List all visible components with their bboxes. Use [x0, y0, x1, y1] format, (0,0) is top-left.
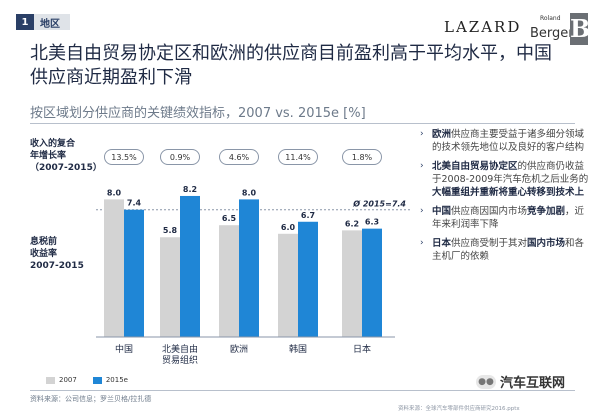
- watermark-text: 汽车互联网: [500, 376, 566, 391]
- bullet-text-segment: 日本: [432, 238, 452, 249]
- legend-item-2015e: 2015e: [92, 376, 128, 384]
- average-label: Ø 2015=7.4: [352, 199, 406, 209]
- bar-value-label: 5.8: [163, 226, 178, 235]
- headline-line-1: 北美自由贸易协定区和欧洲的供应商目前盈利高于平均水平，中国: [30, 43, 552, 64]
- bullet-text-segment: 竞争加剧: [527, 206, 566, 217]
- bullet-text-segment: 的供应商仍收益于2008-2009年汽车危机之后业务的: [432, 161, 589, 185]
- roland-text: Roland: [540, 15, 561, 22]
- bar-value-label: 6.5: [222, 214, 237, 223]
- wechat-icon: ●●: [476, 374, 496, 389]
- bar-2015e-4: [362, 228, 382, 337]
- roland-berger-logo: Roland Berger B: [528, 13, 590, 45]
- bar-2007-2: [219, 225, 239, 337]
- category-label: 韩国: [289, 343, 307, 355]
- section-tag: 1 地区: [16, 14, 70, 30]
- bar-2015e-2: [239, 199, 259, 337]
- bullet-text-segment: 大幅重组并重新将重心转移到技术上: [432, 187, 585, 198]
- legend-label-2015e: 2015e: [105, 376, 128, 384]
- chevron-right-icon: ›: [420, 129, 424, 139]
- bullet-text-segment: 和各主机厂的依赖: [432, 238, 585, 262]
- top-rule: [30, 123, 575, 124]
- bullet-text-segment: ，近年来利润率下降: [432, 206, 585, 230]
- chevron-right-icon: ›: [420, 206, 424, 216]
- bar-2007-0: [104, 199, 124, 337]
- bullet-text-segment: 供应商主要受益于诸多细分领域的技术领先地位以及良好的客户结构: [432, 129, 585, 153]
- bullet-text-segment: 欧洲: [432, 129, 452, 140]
- bar-value-label: 8.0: [107, 188, 122, 197]
- bar-value-label: 8.0: [242, 188, 257, 197]
- legend-item-2007: 2007: [46, 376, 77, 384]
- lazard-logo: LAZARD: [444, 18, 522, 36]
- growth-rate-pill: 1.8%: [342, 149, 382, 165]
- berger-text: Berger: [530, 26, 574, 41]
- growth-rate-pill: 4.6%: [219, 149, 259, 165]
- legend: 2007 2015e: [46, 376, 144, 384]
- section-label: 地区: [40, 18, 60, 30]
- category-label: 中国: [115, 343, 133, 355]
- bar-value-label: 6.3: [365, 218, 379, 227]
- bar-2007-1: [160, 237, 180, 337]
- bar-value-label: 6.7: [301, 211, 315, 220]
- commentary-bullets: › 欧洲供应商主要受益于诸多细分领域的技术领先地位以及良好的客户结构 › 北美自由贸易…: [420, 128, 592, 269]
- category-label: 北美自由: [162, 343, 198, 355]
- ebit-label-line-1: 息税前: [30, 237, 58, 247]
- bullet-text-segment: 供应商因国内市场: [451, 206, 528, 217]
- berger-mark-icon: B: [570, 13, 591, 45]
- ebit-margin-label: 息税前 收益率 2007-2015: [30, 236, 84, 272]
- bar-2015e-0: [124, 209, 144, 337]
- bar-2007-3: [278, 233, 298, 337]
- bullet-item: › 欧洲供应商主要受益于诸多细分领域的技术领先地位以及良好的客户结构: [420, 128, 592, 154]
- bar-value-label: 7.4: [127, 199, 142, 208]
- source-footnote: 资料来源：公司信息；罗兰贝格/拉扎德: [30, 395, 152, 403]
- bullet-item: › 北美自由贸易协定区的供应商仍收益于2008-2009年汽车危机之后业务的大幅重…: [420, 160, 592, 199]
- ebit-label-line-2: 收益率: [30, 249, 58, 259]
- chevron-right-icon: ›: [420, 161, 424, 171]
- subtitle: 按区域划分供应商的关键绩效指标，2007 vs. 2015e [%]: [30, 106, 366, 121]
- growth-rate-pill: 13.5%: [104, 149, 144, 165]
- bullet-item: › 日本供应商受制于其对国内市场和各主机厂的依赖: [420, 237, 592, 263]
- bar-2007-4: [342, 230, 362, 337]
- legend-swatch-2007: [46, 376, 55, 384]
- bullet-text-segment: 供应商受制于其对: [451, 238, 528, 249]
- bullet-item: › 中国供应商因国内市场竞争加剧，近年来利润率下降: [420, 205, 592, 231]
- growth-label-line-3: （2007-2015）: [30, 163, 102, 173]
- page-footer: 资料来源：全球汽车零部件供应商研究2016.pptx: [398, 406, 520, 412]
- legend-swatch-2015e: [92, 376, 102, 384]
- bar-value-label: 8.2: [183, 185, 197, 194]
- bar-value-label: 6.2: [345, 219, 359, 228]
- headline: 北美自由贸易协定区和欧洲的供应商目前盈利高于平均水平，中国 供应商近期盈利下滑: [30, 42, 570, 90]
- growth-rate-pill: 0.9%: [160, 149, 200, 165]
- growth-rate-pill: 11.4%: [278, 149, 318, 165]
- category-label: 欧洲: [230, 343, 248, 355]
- growth-rate-label: 收入的复合 年增长率 （2007-2015）: [30, 138, 102, 174]
- section-number: 1: [16, 14, 34, 30]
- growth-label-line-1: 收入的复合: [30, 139, 76, 149]
- watermark: ●● 汽车互联网: [476, 372, 565, 391]
- chevron-right-icon: ›: [420, 238, 424, 248]
- growth-label-line-2: 年增长率: [30, 151, 67, 161]
- bullet-text-segment: 国内市场: [527, 238, 566, 249]
- category-label: 日本: [353, 343, 371, 355]
- bullet-text-segment: 中国: [432, 206, 452, 217]
- bar-value-label: 6.0: [281, 223, 296, 232]
- footer-rule: [30, 390, 575, 391]
- headline-line-2: 供应商近期盈利下滑: [30, 67, 192, 88]
- category-label: 贸易组织: [162, 354, 198, 366]
- bullet-text-segment: 北美自由贸易协定区: [432, 161, 518, 172]
- legend-label-2007: 2007: [59, 376, 77, 384]
- bar-2015e-3: [298, 221, 318, 337]
- bar-2015e-1: [180, 195, 200, 337]
- ebit-label-line-3: 2007-2015: [30, 261, 84, 271]
